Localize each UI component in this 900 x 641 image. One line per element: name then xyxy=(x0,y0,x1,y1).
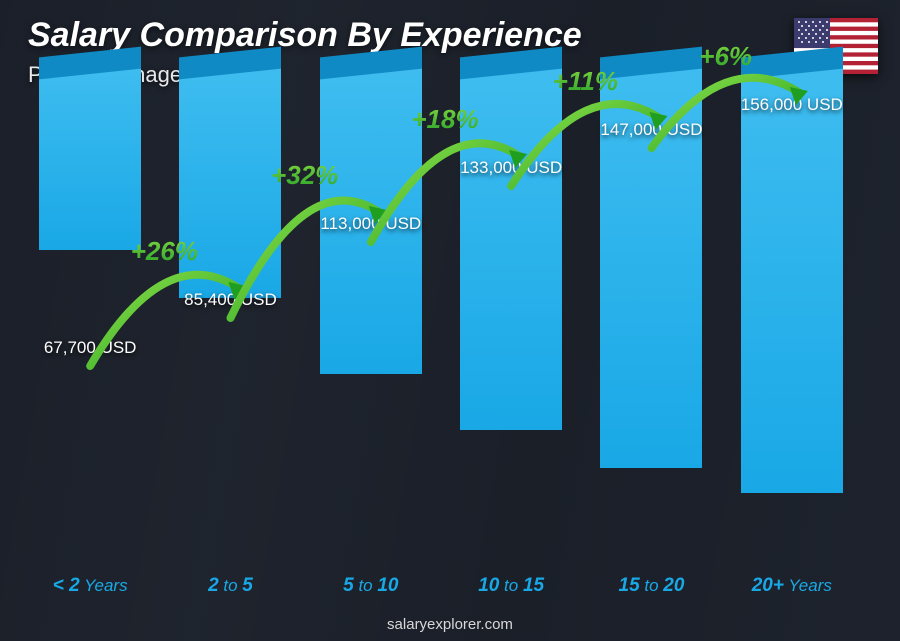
infographic-canvas: Salary Comparison By Experience Project … xyxy=(0,0,900,641)
x-axis-labels: < 2 Years2 to 55 to 1010 to 1515 to 2020… xyxy=(20,569,862,603)
x-axis-label: < 2 Years xyxy=(20,569,160,603)
pct-change-label: +11% xyxy=(553,66,618,96)
change-arc xyxy=(511,104,659,186)
arrowhead-icon xyxy=(790,87,808,105)
pct-change-label: +18% xyxy=(411,104,478,134)
change-arc xyxy=(652,78,800,148)
change-arcs: +26%+32%+18%+11%+6% xyxy=(20,63,862,569)
footer-attribution: salaryexplorer.com xyxy=(0,616,900,633)
x-axis-label: 15 to 20 xyxy=(581,569,721,603)
x-axis-label: 2 to 5 xyxy=(160,569,300,603)
x-axis-label: 10 to 15 xyxy=(441,569,581,603)
x-axis-label: 5 to 10 xyxy=(301,569,441,603)
pct-change-label: +32% xyxy=(271,160,338,190)
pct-change-label: +26% xyxy=(131,236,198,266)
x-axis-label: 20+ Years xyxy=(722,569,862,603)
change-arc xyxy=(90,275,238,366)
change-arc xyxy=(231,201,379,318)
bar-chart: 67,700 USD85,400 USD113,000 USD133,000 U… xyxy=(20,63,862,603)
change-arc xyxy=(371,143,519,242)
pct-change-label: +6% xyxy=(699,41,752,71)
